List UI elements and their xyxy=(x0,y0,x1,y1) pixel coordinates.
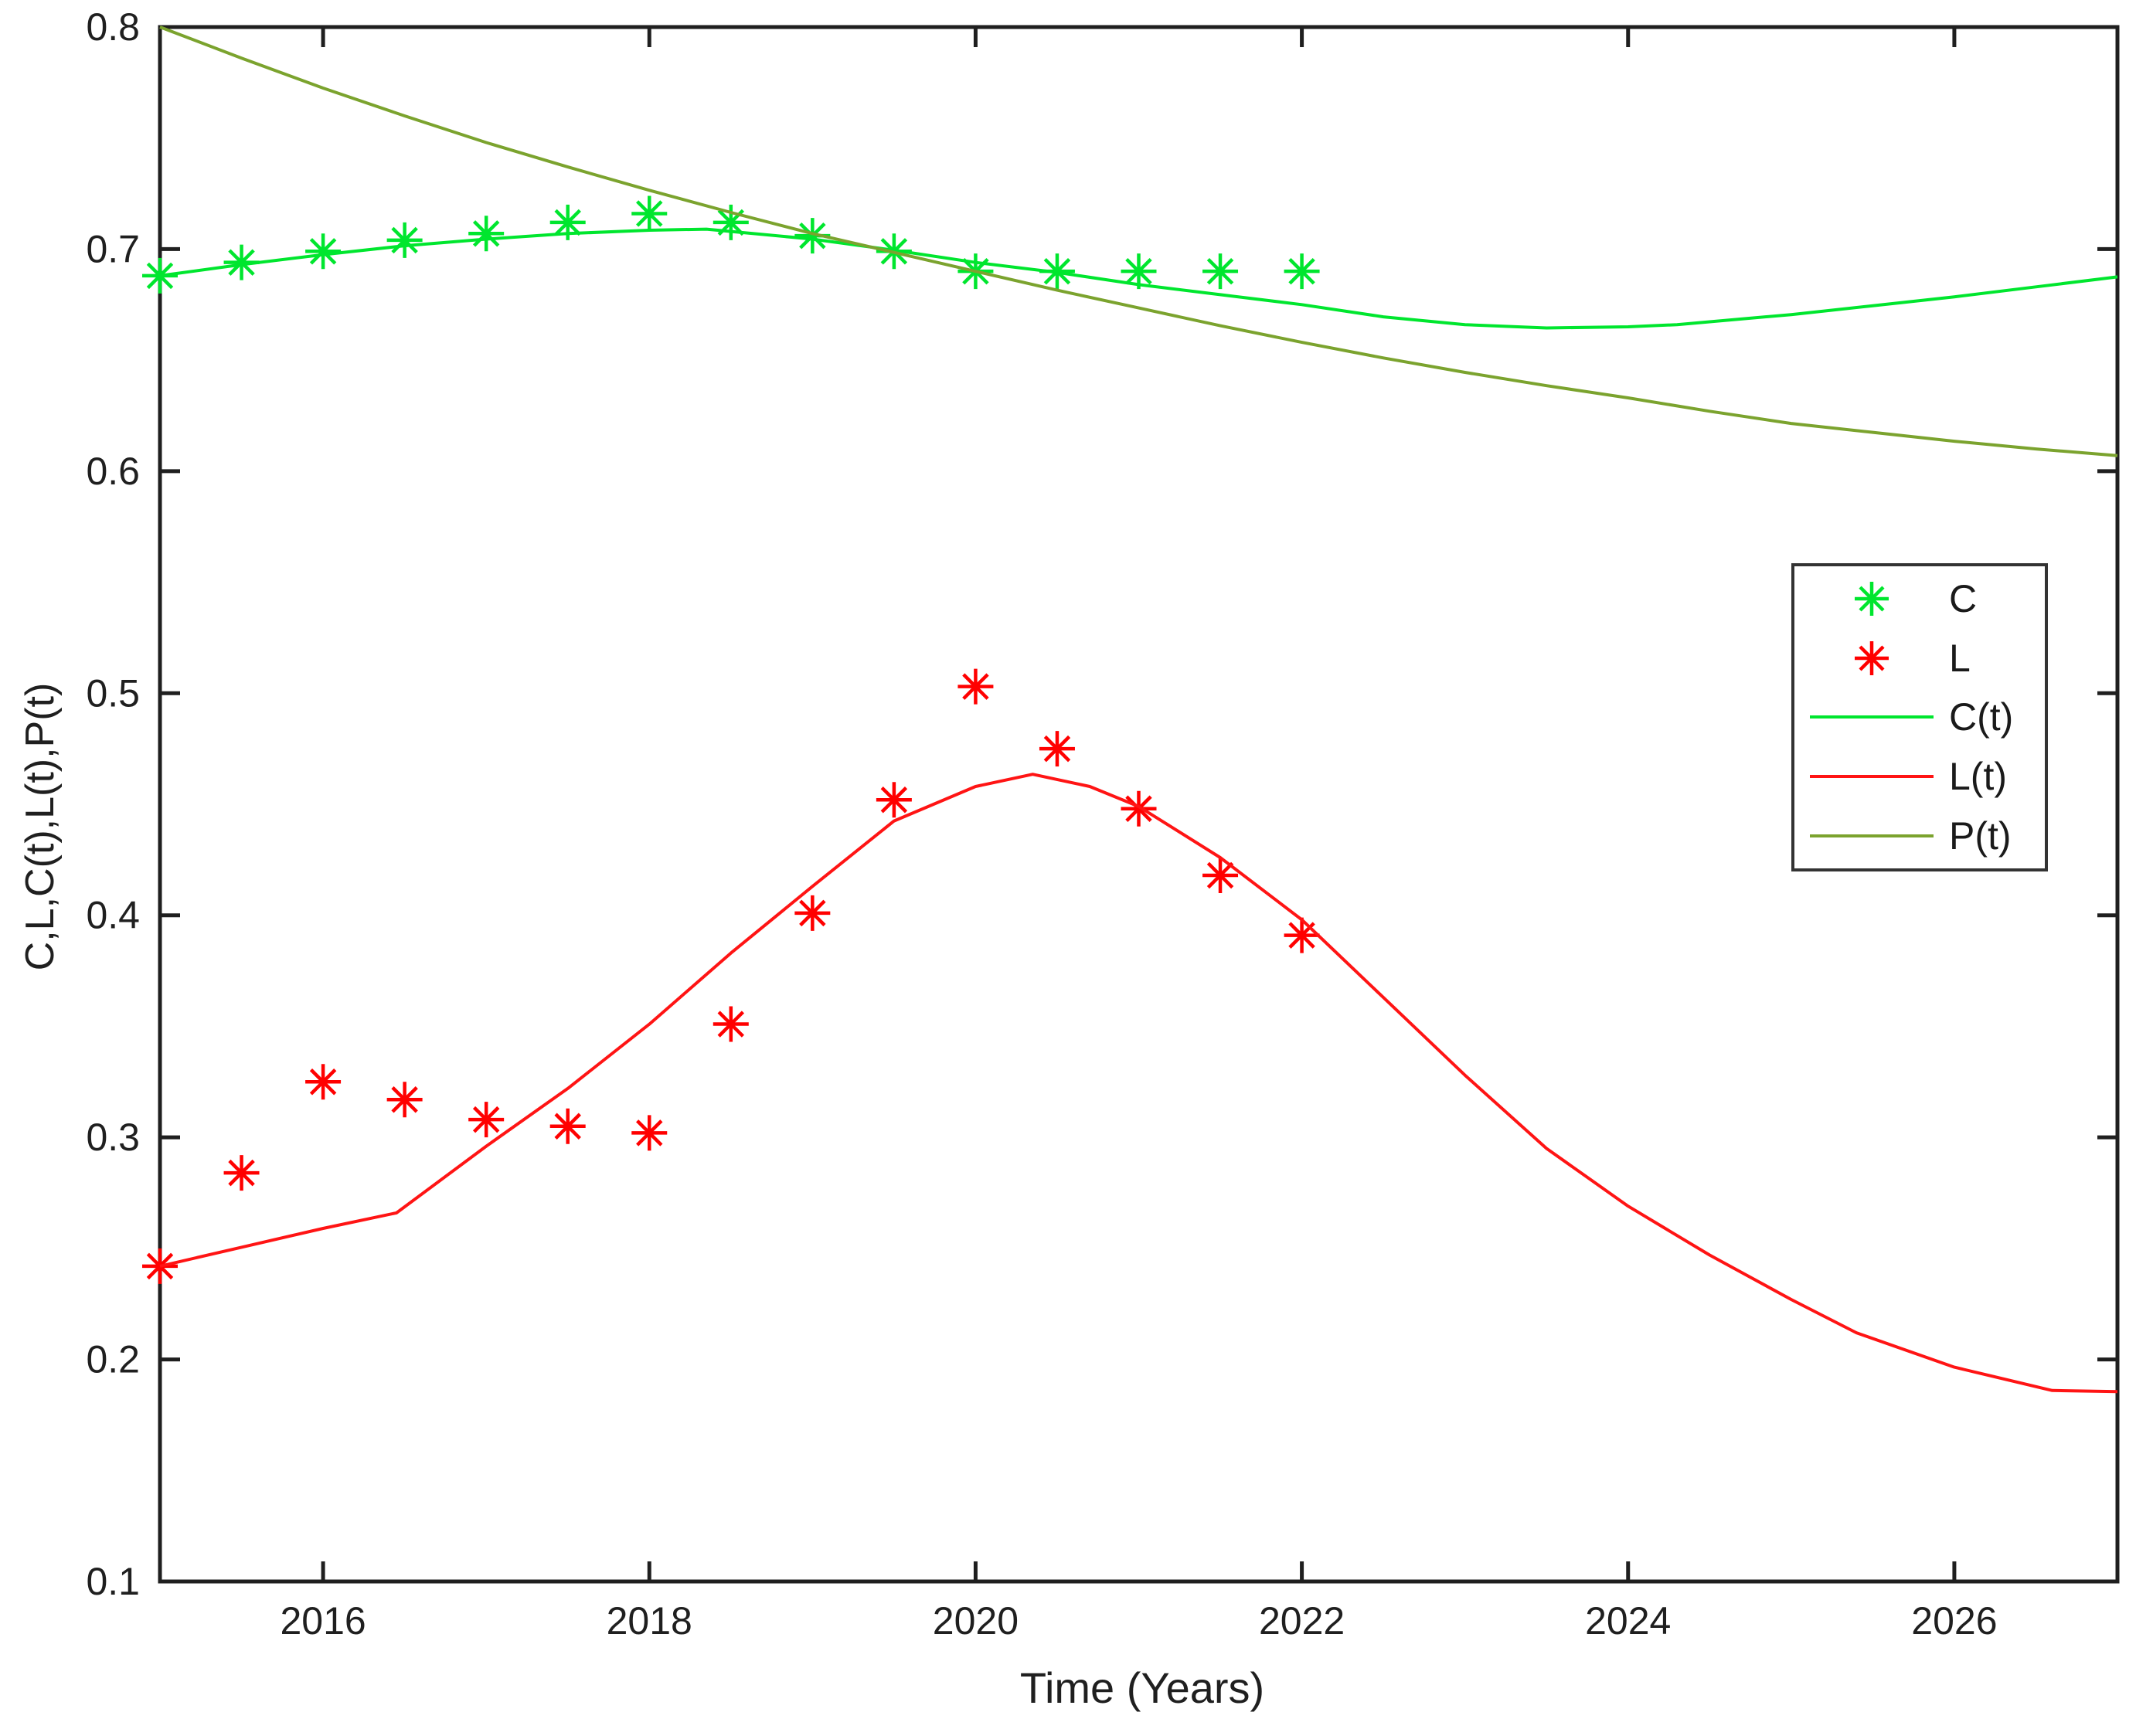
legend-entry-C: C xyxy=(1794,570,2045,627)
legend-label: P(t) xyxy=(1949,814,2012,858)
legend: C L C(t) L(t) P(t) xyxy=(1791,563,2048,871)
svg-text:0.6: 0.6 xyxy=(86,450,140,493)
svg-text:2016: 2016 xyxy=(280,1599,366,1643)
svg-text:2024: 2024 xyxy=(1585,1599,1671,1643)
svg-text:2026: 2026 xyxy=(1911,1599,1997,1643)
line-sample-icon xyxy=(1810,834,1934,837)
svg-text:2022: 2022 xyxy=(1259,1599,1345,1643)
asterisk-marker-icon xyxy=(1855,640,1889,675)
svg-text:2020: 2020 xyxy=(933,1599,1019,1643)
svg-text:0.3: 0.3 xyxy=(86,1116,140,1159)
x-axis-label: Time (Years) xyxy=(1019,1663,1265,1712)
legend-label: L xyxy=(1949,636,1971,680)
svg-text:0.1: 0.1 xyxy=(86,1560,140,1603)
line-sample-icon xyxy=(1810,715,1934,719)
legend-label: C(t) xyxy=(1949,695,2014,739)
y-axis-label: C,L,C(t),L(t),P(t) xyxy=(18,682,63,971)
legend-entry-Pt: P(t) xyxy=(1794,807,2045,865)
svg-text:0.2: 0.2 xyxy=(86,1338,140,1381)
svg-text:2018: 2018 xyxy=(607,1599,692,1643)
svg-text:0.8: 0.8 xyxy=(86,5,140,49)
svg-text:0.4: 0.4 xyxy=(86,894,140,937)
legend-entry-Lt: L(t) xyxy=(1794,748,2045,805)
legend-label: L(t) xyxy=(1949,755,2007,799)
svg-text:0.7: 0.7 xyxy=(86,227,140,270)
legend-label: C xyxy=(1949,577,1978,621)
legend-entry-Ct: C(t) xyxy=(1794,688,2045,746)
legend-entry-L: L xyxy=(1794,630,2045,687)
asterisk-marker-icon xyxy=(1855,582,1889,617)
line-sample-icon xyxy=(1810,775,1934,779)
svg-text:0.5: 0.5 xyxy=(86,671,140,715)
